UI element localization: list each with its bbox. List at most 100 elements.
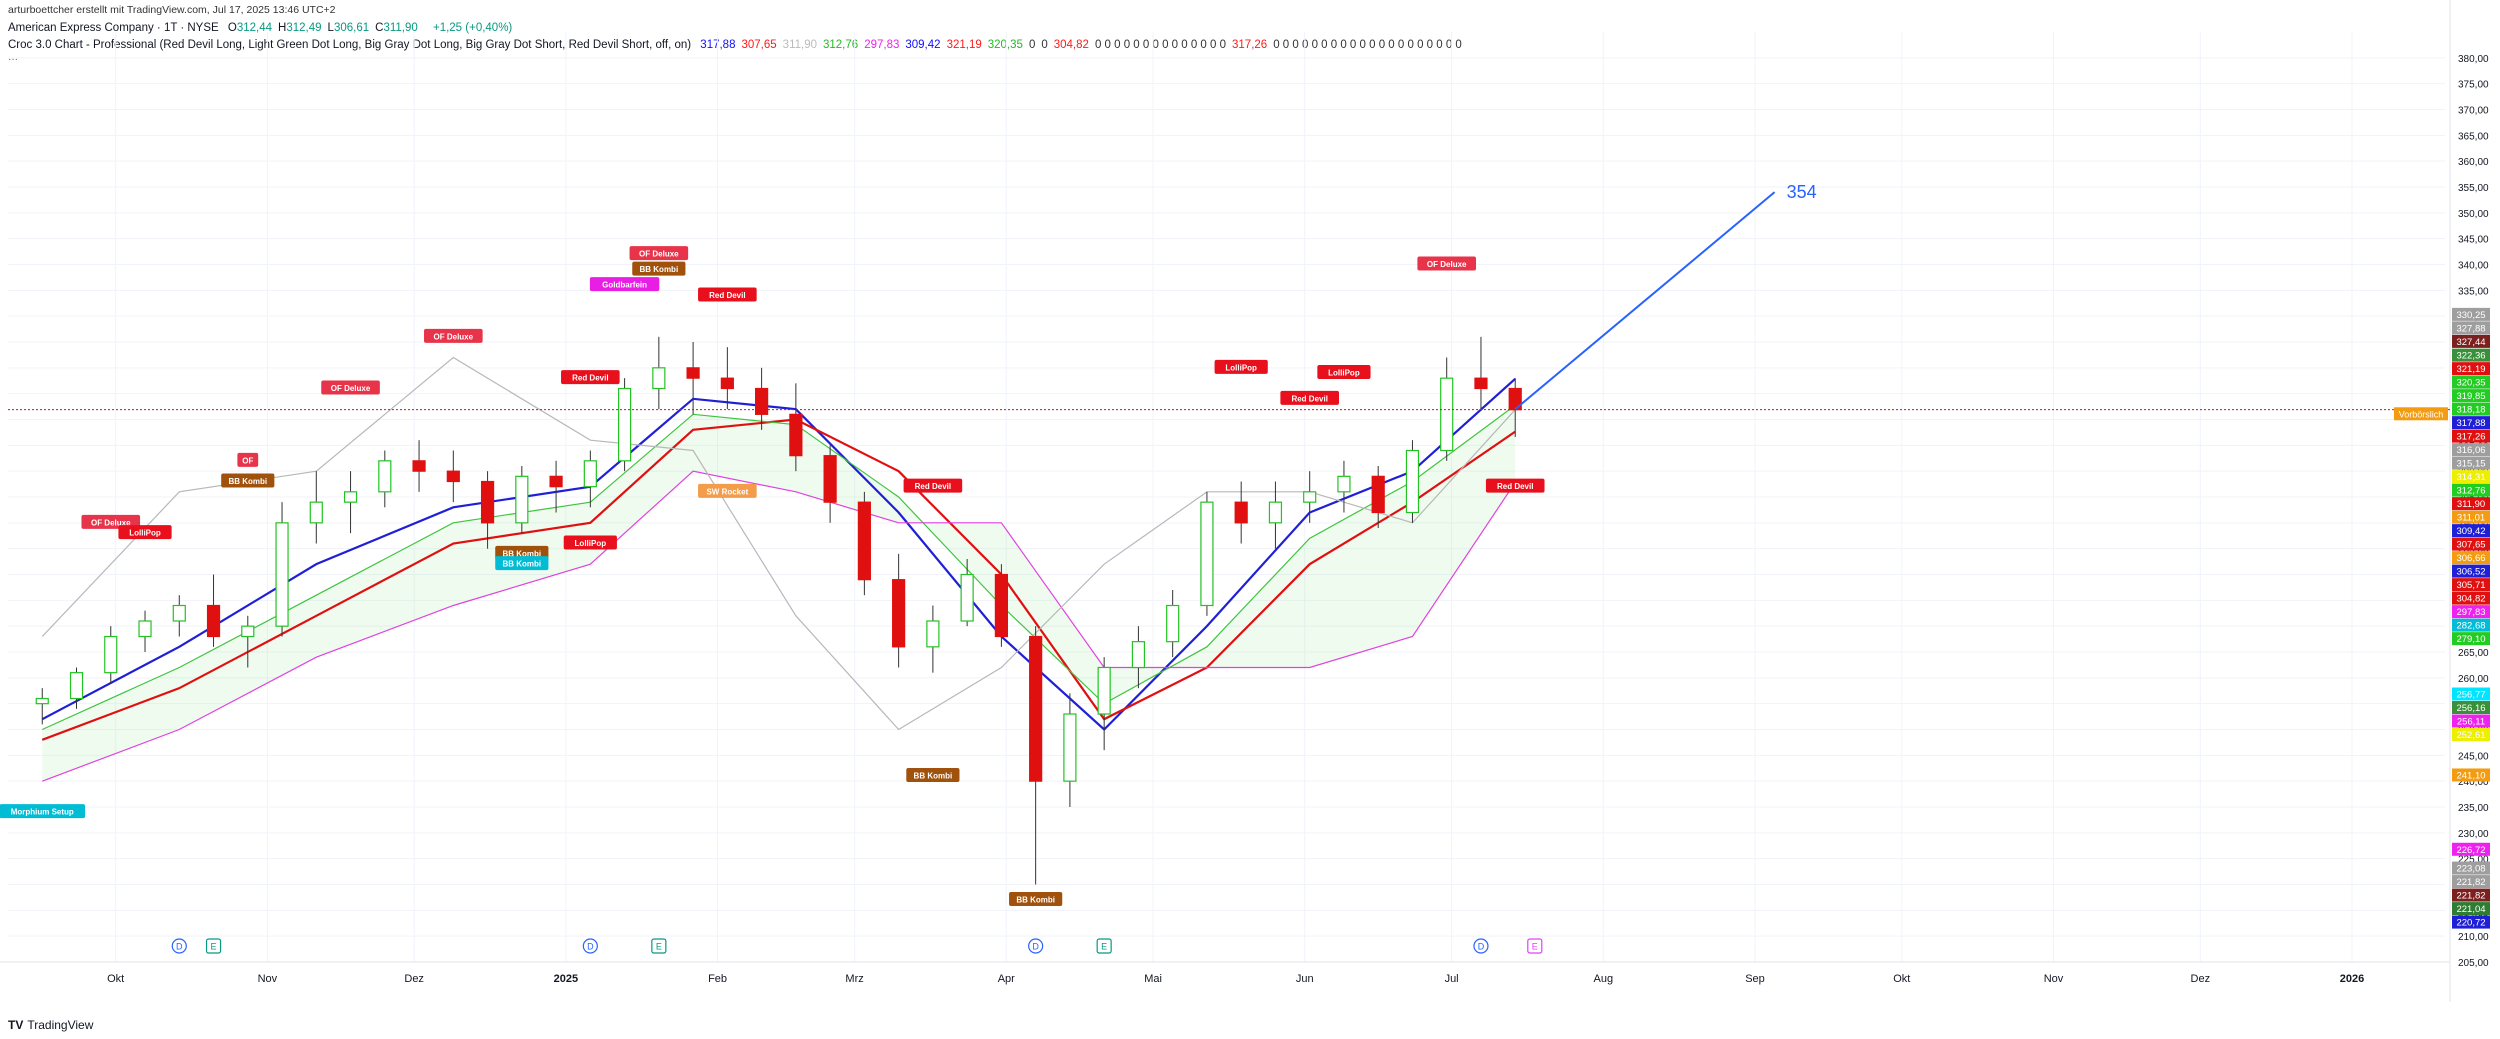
indicator-name[interactable]: Croc 3.0 Chart - Professional (Red Devil… — [8, 39, 692, 51]
y-tick-label: 235,00 — [2458, 803, 2489, 814]
price-tag: 279,10 — [2452, 632, 2490, 646]
price-tag-text: 309,42 — [2456, 526, 2485, 537]
price-tag-bg — [2452, 875, 2490, 889]
price-tag-bg — [2452, 701, 2490, 715]
y-tick-label: 360,00 — [2458, 157, 2489, 168]
signal-label-text: Red Devil — [572, 374, 608, 383]
dividend-icon-circle — [582, 938, 598, 954]
price-tag: 256,16 — [2452, 701, 2490, 715]
candle-body — [994, 573, 1008, 638]
candle-body — [309, 501, 323, 524]
price-tag-text: 311,90 — [2457, 499, 2485, 510]
price-tag: 319,85 — [2452, 389, 2490, 403]
price-tag-bg — [2452, 768, 2490, 782]
price-tag-text: 305,71 — [2456, 580, 2485, 591]
price-tag: 321,19 — [2452, 362, 2490, 376]
candle-body — [789, 413, 803, 457]
price-tag-text: 327,44 — [2456, 337, 2485, 348]
signal-label: BB Kombi — [906, 768, 960, 782]
price-tag-bg — [2452, 483, 2490, 497]
price-tag-bg — [2452, 842, 2490, 856]
price-tag: 314,31 — [2452, 470, 2490, 484]
price-tag-bg — [2452, 497, 2490, 511]
signal-label-text: Red Devil — [915, 482, 951, 491]
grid — [8, 32, 2445, 963]
candle-body — [378, 460, 392, 493]
price-tag: 256,77 — [2452, 687, 2490, 701]
price-tag-bg — [2452, 861, 2490, 875]
signal-label-text: BB Kombi — [640, 265, 679, 274]
signal-label-text: Morphium Setup — [11, 808, 74, 817]
indicator-value: 320,35 — [987, 39, 1023, 51]
price-tag-text: 221,04 — [2456, 904, 2485, 915]
dividend-icon[interactable]: D — [1473, 938, 1489, 954]
x-tick-label: Jun — [1296, 973, 1314, 985]
earnings-icon-box — [1096, 938, 1112, 954]
dividend-icon[interactable]: D — [582, 938, 598, 954]
signal-label: OF Deluxe — [424, 328, 483, 343]
ohlc-item: O312,44 — [228, 22, 272, 34]
signal-label: Goldbarfein — [589, 277, 660, 292]
earnings-icon[interactable]: E — [1096, 938, 1112, 954]
price-tag: 221,82 — [2452, 888, 2490, 902]
signal-label-text: Red Devil — [1497, 482, 1533, 491]
price-tag-text: 223,08 — [2456, 864, 2485, 875]
x-tick-label: 2026 — [2340, 973, 2364, 985]
dividend-icon[interactable]: D — [171, 938, 187, 954]
signal-label-bg — [589, 277, 660, 292]
price-tag: 315,15 — [2452, 456, 2490, 470]
dividend-icon[interactable]: D — [1028, 938, 1044, 954]
price-tag: 220,72 — [2452, 915, 2490, 929]
candle-body — [960, 573, 974, 622]
earnings-icon[interactable]: E — [1527, 938, 1543, 954]
x-tick-label: Dez — [404, 973, 424, 985]
price-tag: 241,10 — [2452, 768, 2490, 782]
price-tag-text: 317,26 — [2456, 432, 2485, 443]
x-tick-label: Aug — [1594, 973, 1614, 985]
signal-label-text: LolliPop — [575, 539, 607, 548]
signal-label-text: OF Deluxe — [1427, 260, 1467, 269]
signal-label: BB Kombi — [495, 556, 549, 571]
series-line — [41, 418, 1516, 741]
price-tag-bg — [2452, 591, 2490, 605]
price-tag-text: 322,36 — [2456, 351, 2485, 362]
y-tick-label: 205,00 — [2458, 958, 2489, 969]
candle-body — [1131, 641, 1146, 669]
signal-label-bg — [629, 246, 689, 261]
series-line — [41, 356, 1516, 731]
candle-body — [1508, 387, 1522, 411]
candle-body — [343, 491, 358, 503]
signal-label-bg — [698, 287, 757, 302]
earnings-icon[interactable]: E — [651, 938, 667, 954]
indicator-value: 304,82 — [1053, 39, 1089, 51]
candle-body — [35, 697, 49, 705]
price-tag: 318,18 — [2452, 402, 2490, 416]
price-tag-bg — [2452, 915, 2490, 929]
price-tag-text: 306,52 — [2456, 567, 2485, 578]
signal-label-bg — [1317, 365, 1371, 379]
x-tick-label: Nov — [258, 973, 278, 985]
candle-body — [412, 460, 426, 472]
earnings-icon-box — [651, 938, 667, 954]
candle-body — [206, 604, 221, 638]
candles — [35, 336, 1522, 885]
earnings-icon[interactable]: E — [205, 938, 222, 954]
x-tick-label: Jul — [1445, 973, 1459, 985]
price-tag-bg — [2452, 902, 2490, 916]
indicator-value: 311,90 — [782, 39, 817, 51]
more-indicators-button[interactable]: ··· — [8, 54, 18, 65]
symbol-name[interactable]: American Express Company · 1T · NYSE — [8, 22, 219, 34]
price-tag: 309,42 — [2452, 524, 2490, 538]
price-tag: 221,82 — [2452, 875, 2490, 889]
signal-label-text: Red Devil — [709, 291, 745, 300]
tradingview-logo[interactable]: TV TradingView — [8, 1018, 93, 1032]
cloud-fill — [42, 405, 1516, 782]
candle-body — [1097, 666, 1111, 715]
dividend-icon-circle — [171, 938, 187, 954]
indicator-value: 312,76 — [823, 39, 859, 51]
indicator-line: Croc 3.0 Chart - Professional (Red Devil… — [8, 39, 1474, 51]
ohlc-label: H — [278, 22, 287, 34]
ohlc-label: L — [327, 22, 334, 34]
x-tick-label: 2025 — [554, 973, 578, 985]
